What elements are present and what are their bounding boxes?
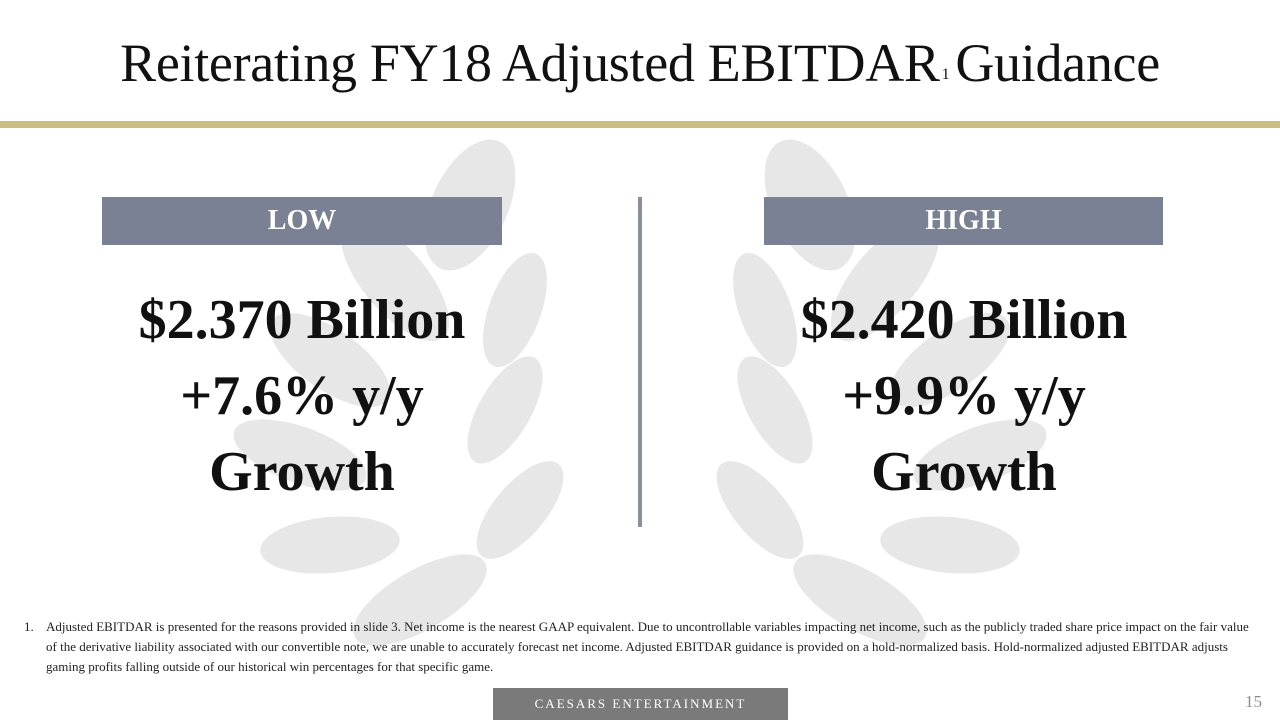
low-label: LOW	[102, 197, 502, 245]
low-amount: $2.370 Billion	[138, 289, 466, 351]
high-growth-word: Growth	[871, 441, 1057, 503]
high-label: HIGH	[764, 197, 1163, 245]
title-tail: Guidance	[955, 33, 1160, 93]
low-growth: +7.6% y/y	[180, 365, 424, 427]
footer-brand: CAESARS ENTERTAINMENT	[493, 688, 788, 720]
low-growth-word: Growth	[209, 441, 395, 503]
footnote-text: Adjusted EBITDAR is presented for the re…	[46, 619, 1249, 674]
page-number: 15	[1245, 692, 1262, 711]
page-title: Reiterating FY18 Adjusted EBITDAR 1 Guidan…	[0, 28, 1280, 98]
low-guidance: $2.370 Billion +7.6% y/y Growth	[62, 282, 542, 510]
footnote-number: 1.	[24, 619, 34, 634]
title-main: Reiterating FY18 Adjusted EBITDAR	[120, 33, 940, 93]
high-guidance: $2.420 Billion +9.9% y/y Growth	[724, 282, 1204, 510]
footnote: 1. Adjusted EBITDAR is presented for the…	[24, 617, 1254, 677]
title-footnote-marker: 1	[941, 66, 950, 83]
high-growth: +9.9% y/y	[842, 365, 1086, 427]
high-amount: $2.420 Billion	[800, 289, 1128, 351]
column-divider	[638, 197, 642, 527]
title-divider	[0, 121, 1280, 128]
